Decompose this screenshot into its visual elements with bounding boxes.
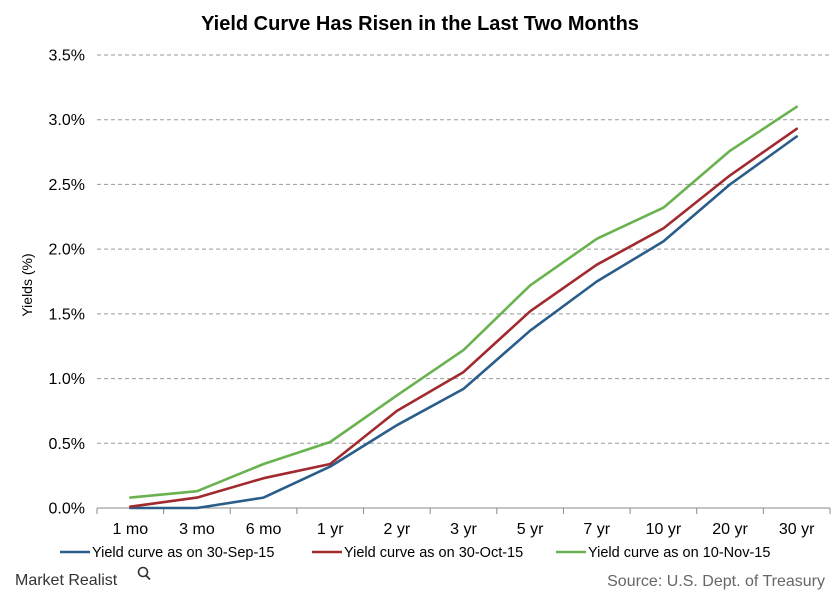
x-tick-label: 20 yr	[712, 521, 748, 538]
y-tick-label: 2.5%	[49, 177, 85, 194]
x-tick-label: 7 yr	[583, 521, 610, 538]
y-tick-label: 0.5%	[49, 436, 85, 453]
magnifier-icon	[137, 566, 151, 581]
y-tick-label: 0.0%	[49, 501, 85, 518]
legend-label: Yield curve as on 10-Nov-15	[588, 545, 770, 561]
x-tick-label: 10 yr	[646, 521, 682, 538]
series-line-3	[129, 105, 799, 499]
series-lines	[129, 105, 799, 510]
legend-label: Yield curve as on 30-Sep-15	[92, 545, 274, 561]
x-tick-label: 1 mo	[113, 521, 149, 538]
y-tick-labels: 0.0% 0.5% 1.0% 1.5% 2.0% 2.5% 3.0% 3.5%	[49, 48, 85, 518]
x-tick-label: 2 yr	[384, 521, 411, 538]
x-tick-label: 6 mo	[246, 521, 282, 538]
y-tick-label: 1.0%	[49, 371, 85, 388]
gridlines	[97, 54, 830, 509]
x-tick-labels: 1 mo 3 mo 6 mo 1 yr 2 yr 3 yr 5 yr 7 yr 10 yr 20 …	[96, 508, 831, 538]
y-tick-label: 1.5%	[49, 306, 85, 323]
y-tick-label: 3.0%	[49, 112, 85, 129]
y-tick-label: 2.0%	[49, 242, 85, 259]
x-tick-label: 3 yr	[450, 521, 477, 538]
chart-title: Yield Curve Has Risen in the Last Two Mo…	[201, 13, 639, 35]
source-note: Source: U.S. Dept. of Treasury	[607, 573, 825, 590]
x-tick-label: 30 yr	[779, 521, 815, 538]
y-tick-label: 3.5%	[49, 48, 85, 65]
legend: Yield curve as on 30-Sep-15 Yield curve a…	[60, 545, 770, 561]
x-tick-label: 3 mo	[179, 521, 215, 538]
legend-label: Yield curve as on 30-Oct-15	[344, 545, 523, 561]
y-axis-label: Yields (%)	[19, 253, 35, 316]
series-line-1	[129, 135, 799, 510]
brand-logo-text: Market Realist	[15, 572, 118, 589]
series-line-2	[129, 127, 799, 509]
x-tick-label: 1 yr	[317, 521, 344, 538]
x-tick-label: 5 yr	[517, 521, 544, 538]
